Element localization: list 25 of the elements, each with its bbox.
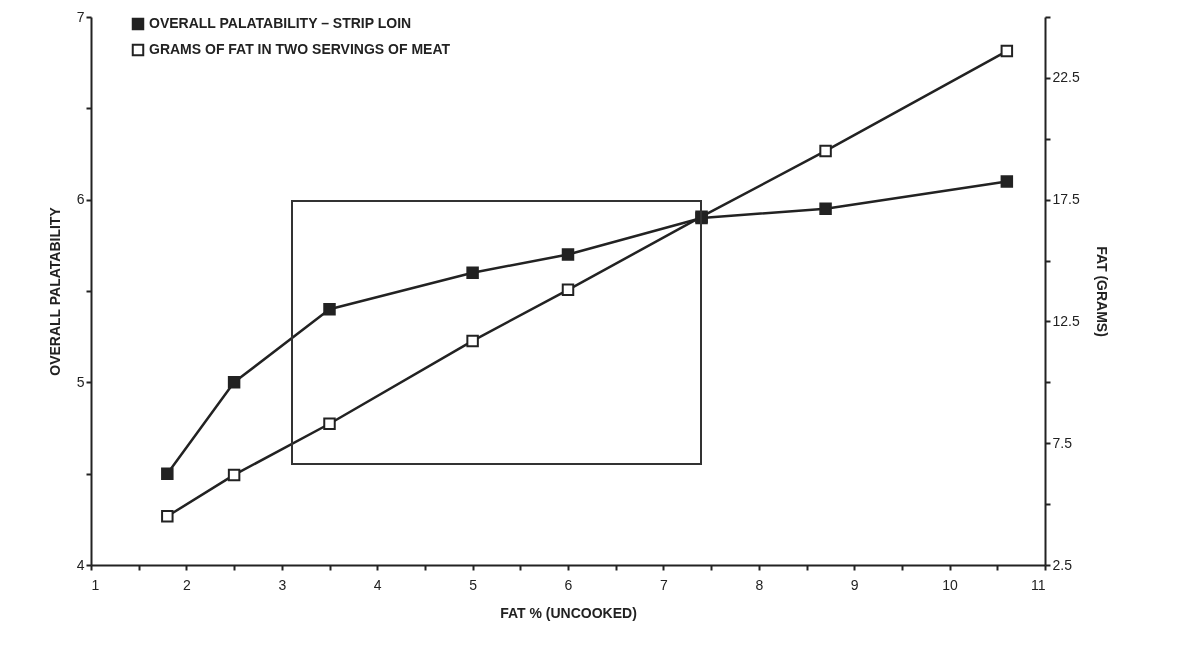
x-tick-label: 8: [755, 576, 764, 593]
x-tick-label: 10: [942, 576, 959, 593]
y2-tick-label: 2.5: [1052, 556, 1073, 573]
y-tick-label: 5: [76, 373, 85, 390]
x-tick-label: 5: [469, 576, 478, 593]
y2-tick-label: 17.5: [1052, 191, 1080, 208]
y2-tick-label: 12.5: [1052, 312, 1080, 329]
y-axis-title: OVERALL PALATABILITY: [46, 206, 63, 376]
legend-label: GRAMS OF FAT IN TWO SERVINGS OF MEAT: [149, 41, 451, 57]
x-tick-label: 4: [373, 576, 382, 593]
x-tick-label: 7: [660, 576, 668, 593]
x-tick-label: 9: [850, 576, 859, 593]
x-tick-label: 1: [91, 576, 100, 593]
y2-tick-label: 22.5: [1052, 69, 1080, 86]
y-tick-label: 6: [76, 191, 85, 208]
y-tick-label: 4: [76, 556, 85, 573]
y2-tick-label: 7.5: [1052, 434, 1073, 451]
x-tick-label: 3: [278, 576, 287, 593]
y2-axis-title: FAT (GRAMS): [1093, 246, 1110, 337]
x-tick-label: 6: [564, 576, 573, 593]
x-axis-title: FAT % (UNCOOKED): [500, 604, 637, 621]
x-tick-label: 11: [1030, 576, 1046, 593]
y-tick-label: 7: [76, 8, 85, 25]
x-tick-label: 2: [183, 576, 191, 593]
legend-label: OVERALL PALATABILITY – STRIP LOIN: [149, 15, 412, 31]
